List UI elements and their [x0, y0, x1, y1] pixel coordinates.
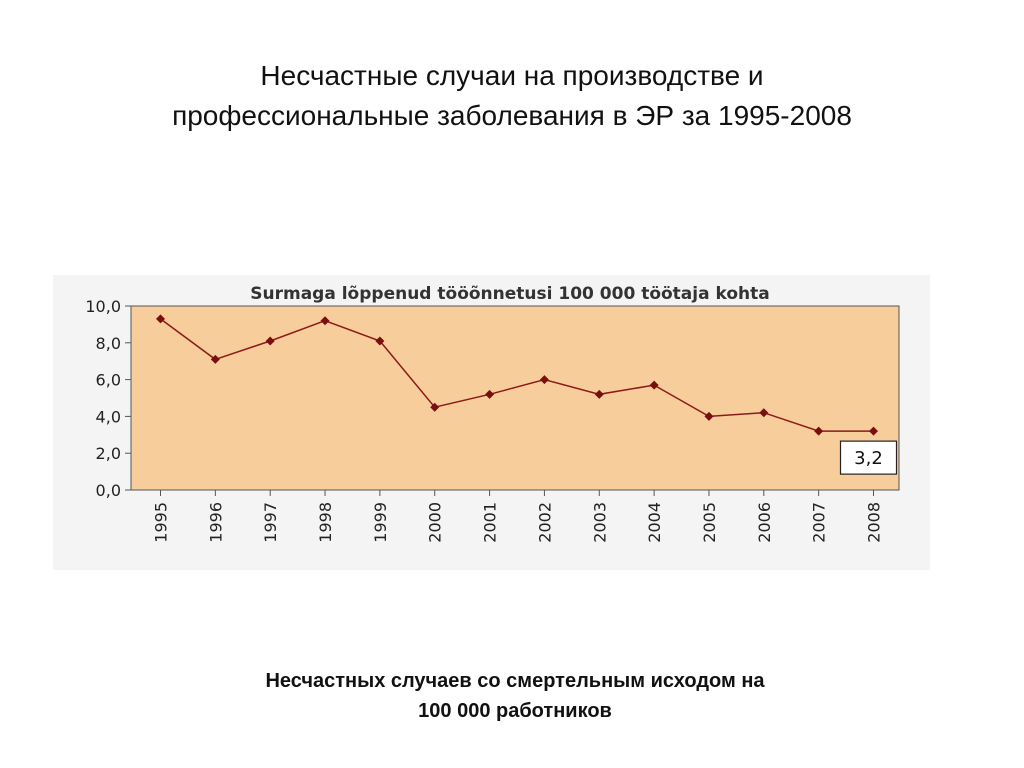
annotation-layer: 3,2: [839, 440, 898, 475]
x-tick-label: 2006: [755, 502, 774, 543]
chart-title: Surmaga lõppenud tööõnnetusi 100 000 töö…: [250, 284, 769, 304]
x-tick-label: 2000: [426, 502, 445, 543]
data-point: [759, 408, 769, 418]
x-tick-label: 2003: [590, 502, 609, 543]
x-tick-label: 2005: [700, 502, 719, 543]
series-layer: [156, 314, 878, 436]
slide-title-line-2: профессиональные заболевания в ЭР за 199…: [172, 100, 852, 131]
line-chart: Surmaga lõppenud tööõnnetusi 100 000 töö…: [85, 284, 900, 543]
series-line: [160, 318, 874, 432]
x-tick-label: 2007: [810, 502, 829, 543]
x-tick-label: 2002: [535, 502, 554, 543]
data-point: [485, 389, 495, 399]
data-point: [594, 389, 604, 399]
x-axis: 1995 1996 1997 1998 1999 2000 2001 2002 2003 2004…: [152, 490, 884, 543]
y-tick-label: 4,0: [96, 407, 121, 426]
slide-title-line-1: Несчастные случаи на производстве и: [260, 60, 764, 91]
plot-area: [130, 305, 900, 491]
x-tick-label: 1995: [152, 502, 171, 543]
x-tick-label: 1998: [316, 502, 335, 543]
annotation-box: [839, 440, 898, 475]
x-tick-label: 2001: [481, 502, 500, 543]
chart-panel: Surmaga lõppenud tööõnnetusi 100 000 töö…: [53, 275, 930, 570]
x-tick-label: 2008: [865, 502, 884, 543]
annotation-label: 3,2: [854, 448, 883, 469]
data-point: [649, 380, 659, 390]
y-tick-label: 8,0: [96, 334, 121, 353]
x-tick-label: 1999: [371, 502, 390, 543]
data-point: [156, 314, 165, 324]
caption-line-2: 100 000 работников: [418, 700, 612, 722]
data-point: [539, 375, 549, 385]
y-tick-label: 6,0: [96, 371, 121, 390]
data-point: [430, 402, 440, 412]
y-tick-label: 2,0: [96, 444, 121, 463]
y-tick-label: 10,0: [85, 297, 121, 316]
data-point: [265, 336, 275, 346]
y-axis: 0,0 2,0 4,0 6,0 8,0 10,0: [85, 297, 131, 500]
data-point: [869, 426, 878, 436]
slide-title: Несчастные случаи на производстве и проф…: [0, 56, 1024, 136]
data-point: [320, 316, 330, 326]
x-tick-label: 2004: [645, 502, 664, 543]
y-tick-label: 0,0: [96, 481, 121, 500]
caption: Несчастных случаев со смертельным исходо…: [0, 666, 1024, 726]
data-point: [375, 336, 385, 346]
x-tick-label: 1997: [261, 502, 280, 543]
caption-line-1: Несчастных случаев со смертельным исходо…: [265, 670, 765, 692]
data-point: [814, 426, 824, 436]
data-point: [704, 411, 714, 421]
x-tick-label: 1996: [206, 502, 225, 543]
data-point: [210, 354, 220, 364]
